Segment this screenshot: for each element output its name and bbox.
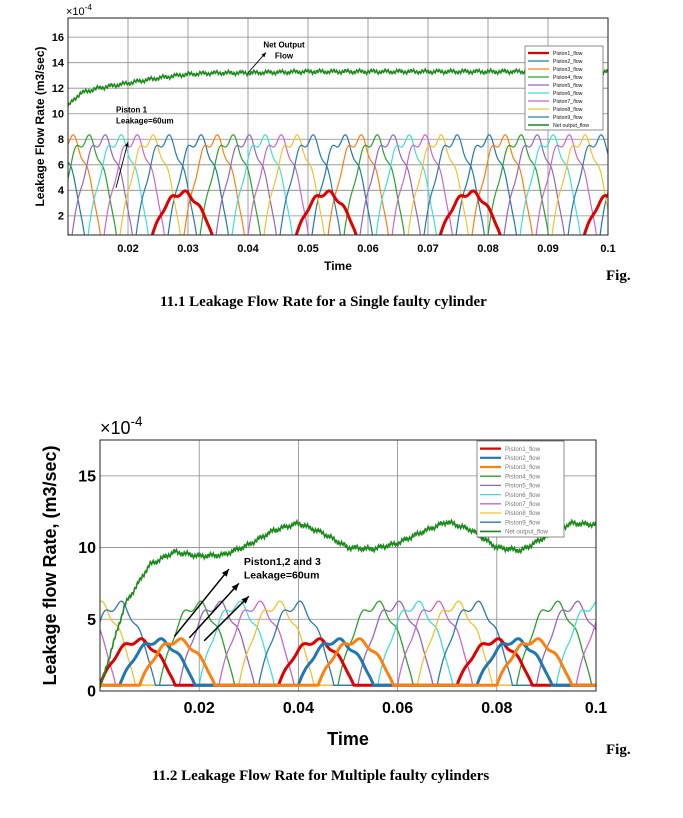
- y-tick-label: 10: [78, 540, 96, 557]
- x-axis-label: Time: [327, 729, 369, 749]
- y-tick-label: 0: [87, 684, 96, 701]
- x-tick-label: 0.08: [481, 700, 512, 717]
- y-tick-label: 2: [58, 211, 64, 223]
- legend-label: Piston8_flow: [505, 510, 541, 517]
- y-tick-label: 15: [78, 468, 96, 485]
- x-tick-label: 0.02: [117, 243, 138, 255]
- annotation-arrow: [203, 595, 250, 642]
- annotation-text: Leakage=60um: [244, 569, 320, 581]
- fig2-label: Fig.: [606, 742, 631, 758]
- legend-label: Piston6_flow: [505, 492, 541, 499]
- fig1-label: Fig.: [606, 268, 631, 284]
- legend-label: Piston9_flow: [505, 519, 541, 526]
- series-net-output-flow: [68, 67, 608, 107]
- annotation-arrow: [115, 141, 129, 188]
- series-piston9-flow: [135, 134, 608, 235]
- axis-exponent: ×10-4: [66, 3, 92, 18]
- series-piston5-flow: [71, 134, 566, 235]
- series-net-output-flow: [100, 518, 596, 689]
- series-piston7-flow: [103, 134, 597, 235]
- series-piston4-flow: [68, 134, 550, 235]
- x-tick-label: 0.04: [283, 700, 314, 717]
- x-tick-label: 0.05: [297, 243, 318, 255]
- annotation-text: Flow: [275, 51, 294, 60]
- x-tick-label: 0.09: [537, 243, 558, 255]
- x-tick-label: 0.1: [600, 243, 615, 255]
- axes-frame: [99, 439, 597, 692]
- series-piston2-flow: [68, 134, 608, 235]
- annotation-text: Net Output: [263, 40, 305, 49]
- series-piston1-flow: [100, 637, 596, 687]
- legend-label: Piston2_flow: [505, 455, 541, 462]
- y-tick-label: 8: [58, 134, 64, 146]
- x-tick-label: 0.07: [417, 243, 438, 255]
- series-piston2-flow: [100, 637, 596, 687]
- annotation-text: Piston 1: [116, 105, 148, 114]
- fig1-caption: 11.1 Leakage Flow Rate for a Single faul…: [160, 294, 487, 310]
- legend-label: Piston5_flow: [505, 483, 541, 490]
- legend-label: Piston7_flow: [553, 99, 583, 105]
- y-tick-label: 14: [52, 58, 65, 70]
- arrow-head: [221, 569, 229, 577]
- series-piston1-flow: [68, 189, 608, 235]
- legend-label: Piston3_flow: [505, 464, 541, 471]
- x-axis-label: Time: [324, 259, 352, 273]
- arrow-head: [241, 596, 249, 604]
- legend-label: Piston9_flow: [553, 115, 583, 121]
- annotation-arrow: [173, 568, 230, 637]
- series-piston3-flow: [68, 134, 533, 235]
- y-axis-label: Leakage Flow Rate (m3/sec): [33, 46, 47, 206]
- axes-frame: [67, 17, 609, 236]
- legend-label: Piston5_flow: [553, 83, 583, 89]
- y-tick-label: 16: [52, 32, 64, 44]
- y-tick-label: 6: [58, 160, 64, 172]
- legend-label: Net output_flow: [553, 123, 589, 129]
- legend-label: Piston3_flow: [553, 67, 583, 73]
- legend-label: Piston6_flow: [553, 91, 583, 97]
- x-tick-label: 0.06: [357, 243, 378, 255]
- legend-label: Piston4_flow: [505, 473, 541, 480]
- x-tick-label: 0.06: [382, 700, 413, 717]
- annotation-text: Leakage=60um: [116, 116, 174, 125]
- y-axis-label: Leakage flow Rate, (m3/sec): [40, 445, 60, 685]
- legend-label: Piston2_flow: [553, 59, 583, 65]
- x-tick-label: 0.02: [184, 700, 215, 717]
- axis-exponent: ×10-4: [100, 414, 143, 438]
- annotation-text: Piston1,2 and 3: [244, 556, 321, 568]
- y-tick-label: 5: [87, 612, 96, 629]
- legend-label: Piston1_flow: [553, 51, 583, 57]
- legend: Piston1_flow Piston2_flow Piston3_flow Pist…: [476, 440, 565, 538]
- legend-label: Piston8_flow: [553, 107, 583, 113]
- x-tick-label: 0.08: [477, 243, 498, 255]
- legend-label: Piston4_flow: [553, 75, 583, 81]
- series-piston8-flow: [119, 134, 608, 235]
- x-tick-label: 0.04: [237, 243, 259, 255]
- chart-2: 0.02 0.04 0.06 0.08 0.1 0 5 10 15 ×10-4 Time Leakag…: [40, 414, 607, 749]
- x-tick-label: 0.03: [177, 243, 198, 255]
- arrow-head: [124, 141, 129, 147]
- legend-label: Piston7_flow: [505, 501, 541, 508]
- arrow-head: [261, 52, 266, 58]
- legend-label: Net output_flow: [505, 529, 549, 536]
- x-tick-label: 0.1: [585, 700, 607, 717]
- legend: Piston1_flow Piston2_flow Piston3_flow Pist…: [524, 45, 604, 131]
- chart-1: 0.02 0.03 0.04 0.05 0.06 0.07 0.08 0.09 0.1 2 4 6 8 1…: [33, 3, 616, 273]
- y-tick-label: 10: [52, 109, 64, 121]
- series-piston3-flow: [100, 637, 596, 687]
- y-tick-label: 4: [58, 185, 65, 197]
- legend-label: Piston1_flow: [505, 446, 541, 453]
- fig2-caption: 11.2 Leakage Flow Rate for Multiple faul…: [152, 768, 490, 784]
- y-tick-label: 12: [52, 83, 64, 95]
- arrow-head: [231, 583, 239, 591]
- annotation-arrow: [188, 582, 240, 639]
